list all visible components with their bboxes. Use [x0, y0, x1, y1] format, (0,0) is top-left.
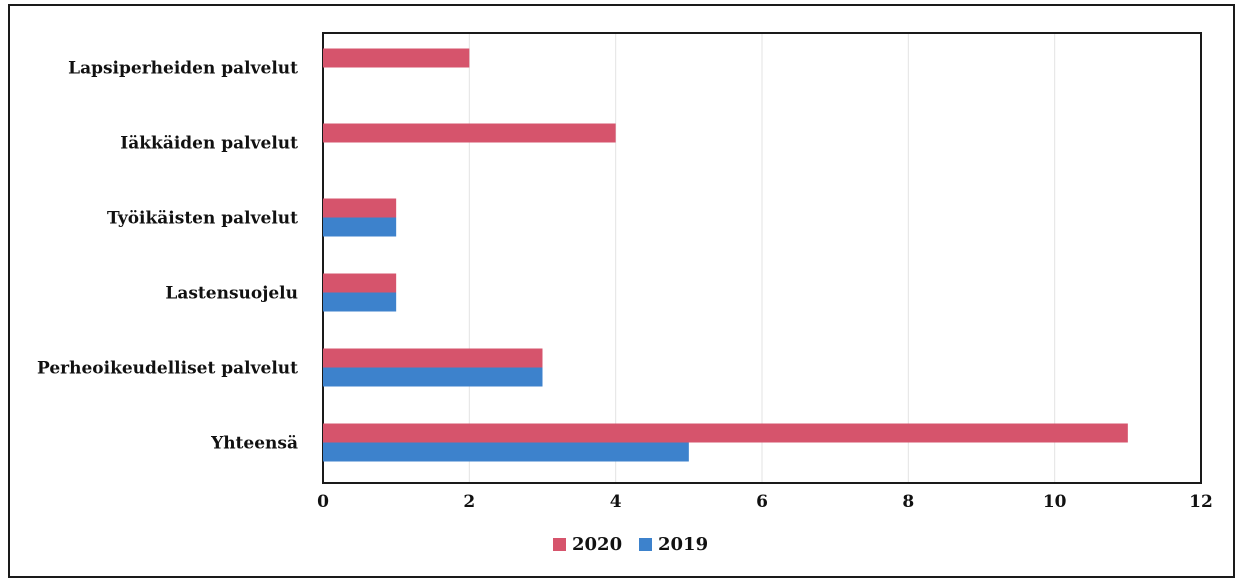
category-label: Lapsiperheiden palvelut — [68, 59, 298, 79]
x-tick-label: 6 — [756, 492, 768, 512]
x-tick-label: 2 — [463, 492, 475, 512]
x-tick-label: 4 — [610, 492, 622, 512]
x-tick-label: 8 — [902, 492, 914, 512]
bar-2020 — [323, 273, 397, 293]
gridlines — [468, 33, 1056, 483]
category-label: Perheoikeudelliset palvelut — [37, 359, 298, 379]
category-label: Iäkkäiden palvelut — [120, 134, 298, 154]
category-label: Yhteensä — [210, 434, 298, 454]
bar-2020 — [323, 123, 616, 143]
bar-2020 — [323, 198, 397, 218]
bar-2019 — [323, 367, 543, 387]
bar-2020 — [323, 423, 1128, 443]
bar-2019 — [323, 292, 397, 312]
plot-area — [322, 32, 1202, 484]
bar-2019 — [323, 442, 689, 462]
category-label: Lastensuojelu — [165, 284, 298, 304]
legend-label-2020: 2020 — [572, 534, 622, 555]
bar-2020 — [323, 48, 470, 68]
legend-label-2019: 2019 — [658, 534, 708, 555]
legend-swatch-2019 — [639, 538, 652, 551]
legend-swatch-2020 — [553, 538, 566, 551]
x-tick-label: 10 — [1043, 492, 1067, 512]
x-tick-label: 12 — [1189, 492, 1213, 512]
bar-2019 — [323, 217, 397, 237]
category-label: Työikäisten palvelut — [107, 209, 298, 229]
legend: 2020 2019 — [553, 534, 708, 555]
bars — [323, 48, 1128, 462]
x-tick-label: 0 — [317, 492, 329, 512]
category-labels: Lapsiperheiden palvelut Iäkkäiden palvelu… — [37, 59, 298, 454]
bar-2020 — [323, 348, 543, 368]
x-tick-labels: 0 2 4 6 8 10 12 — [317, 492, 1213, 512]
